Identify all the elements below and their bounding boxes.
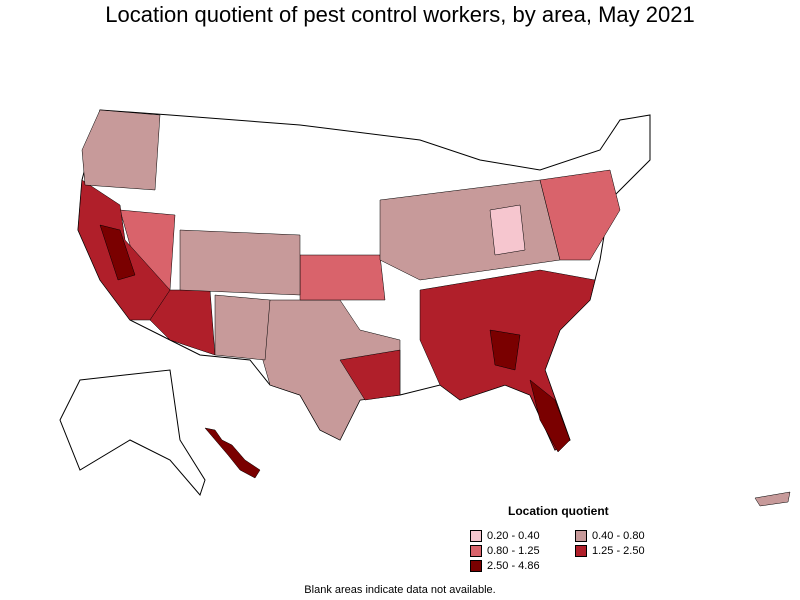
midwest-region [379,179,561,281]
alaska-outline [59,369,206,496]
oklahoma-kansas [299,254,386,301]
legend-item-2-50-4-86: 2.50 - 4.86 [470,560,540,572]
ohio-valley-low [489,204,526,256]
pacific-northwest [81,109,161,191]
legend-swatch [575,545,587,557]
puerto-rico [754,491,791,507]
central-valley-high [99,224,136,281]
texas-region [259,299,401,441]
new-mexico-region [214,294,271,361]
florida-high [529,379,571,453]
utah-colorado [179,229,301,296]
legend-swatch [470,560,482,572]
legend-item-0-80-1-25: 0.80 - 1.25 [470,545,540,557]
legend-swatch [470,545,482,557]
legend-item-1-25-2-50: 1.25 - 2.50 [575,545,645,557]
map-title: Location quotient of pest control worker… [105,2,695,27]
northeast-region [539,169,621,261]
hawaii-islands [204,427,261,479]
legend-swatch [470,530,482,542]
legend-title: Location quotient [508,504,609,518]
footnote: Blank areas indicate data not available. [304,584,496,596]
legend-swatch [575,530,587,542]
legend-item-0-40-0-80: 0.40 - 0.80 [575,530,645,542]
east-texas-high [339,349,401,401]
georgia-high [489,329,521,371]
legend-item-0-20-0-40: 0.20 - 0.40 [470,530,540,542]
